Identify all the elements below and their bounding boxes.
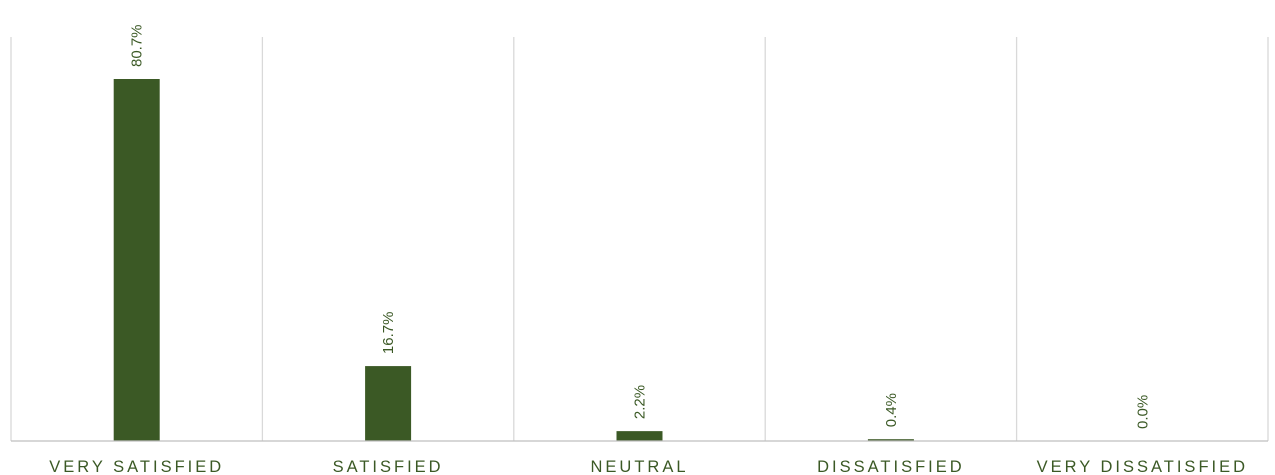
data-label: 80.7%	[129, 24, 146, 67]
x-tick-label: NEUTRAL	[590, 458, 688, 475]
bar-neutral	[616, 431, 663, 441]
data-label: 2.2%	[632, 385, 649, 419]
x-tick-label: DISSATISFIED	[817, 458, 965, 475]
bar-satisfied	[365, 366, 412, 441]
bar-dissatisfied	[867, 439, 914, 441]
x-tick-label: SATISFIED	[333, 458, 444, 475]
data-label: 0.4%	[883, 393, 900, 427]
x-tick-label: VERY SATISFIED	[49, 458, 224, 475]
bars	[113, 79, 914, 441]
data-label: 0.0%	[1134, 395, 1151, 429]
x-tick-label: VERY DISSATISFIED	[1037, 458, 1248, 475]
gridlines	[10, 37, 1269, 441]
x-tick-labels: VERY SATISFIED SATISFIED NEUTRAL DISSATISFI…	[49, 458, 1248, 475]
data-labels: 80.7% 16.7% 2.2% 0.4% 0.0%	[129, 24, 1152, 429]
data-label: 16.7%	[380, 312, 397, 355]
bar-very-satisfied	[113, 79, 160, 441]
